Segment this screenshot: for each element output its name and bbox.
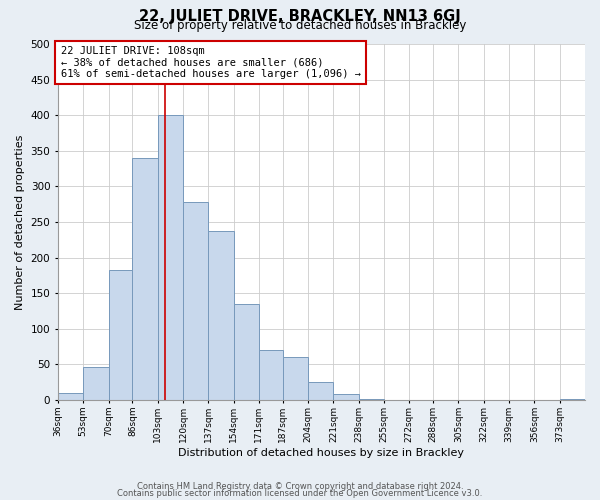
Text: 22, JULIET DRIVE, BRACKLEY, NN13 6GJ: 22, JULIET DRIVE, BRACKLEY, NN13 6GJ [139, 9, 461, 24]
Bar [283, 358, 308, 400]
Bar [334, 394, 359, 400]
Text: Contains HM Land Registry data © Crown copyright and database right 2024.: Contains HM Land Registry data © Crown c… [137, 482, 463, 491]
Y-axis label: Number of detached properties: Number of detached properties [15, 134, 25, 310]
X-axis label: Distribution of detached houses by size in Brackley: Distribution of detached houses by size … [178, 448, 464, 458]
Text: Size of property relative to detached houses in Brackley: Size of property relative to detached ho… [134, 19, 466, 32]
Text: 22 JULIET DRIVE: 108sqm
← 38% of detached houses are smaller (686)
61% of semi-d: 22 JULIET DRIVE: 108sqm ← 38% of detache… [61, 46, 361, 79]
Bar [58, 393, 83, 400]
Bar [359, 398, 384, 400]
Bar [83, 368, 109, 400]
Bar [109, 270, 133, 400]
Bar [308, 382, 334, 400]
Text: Contains public sector information licensed under the Open Government Licence v3: Contains public sector information licen… [118, 489, 482, 498]
Bar [259, 350, 283, 400]
Bar [133, 158, 158, 400]
Bar [183, 202, 208, 400]
Bar [233, 304, 259, 400]
Bar [158, 115, 183, 400]
Bar [560, 398, 585, 400]
Bar [208, 230, 233, 400]
